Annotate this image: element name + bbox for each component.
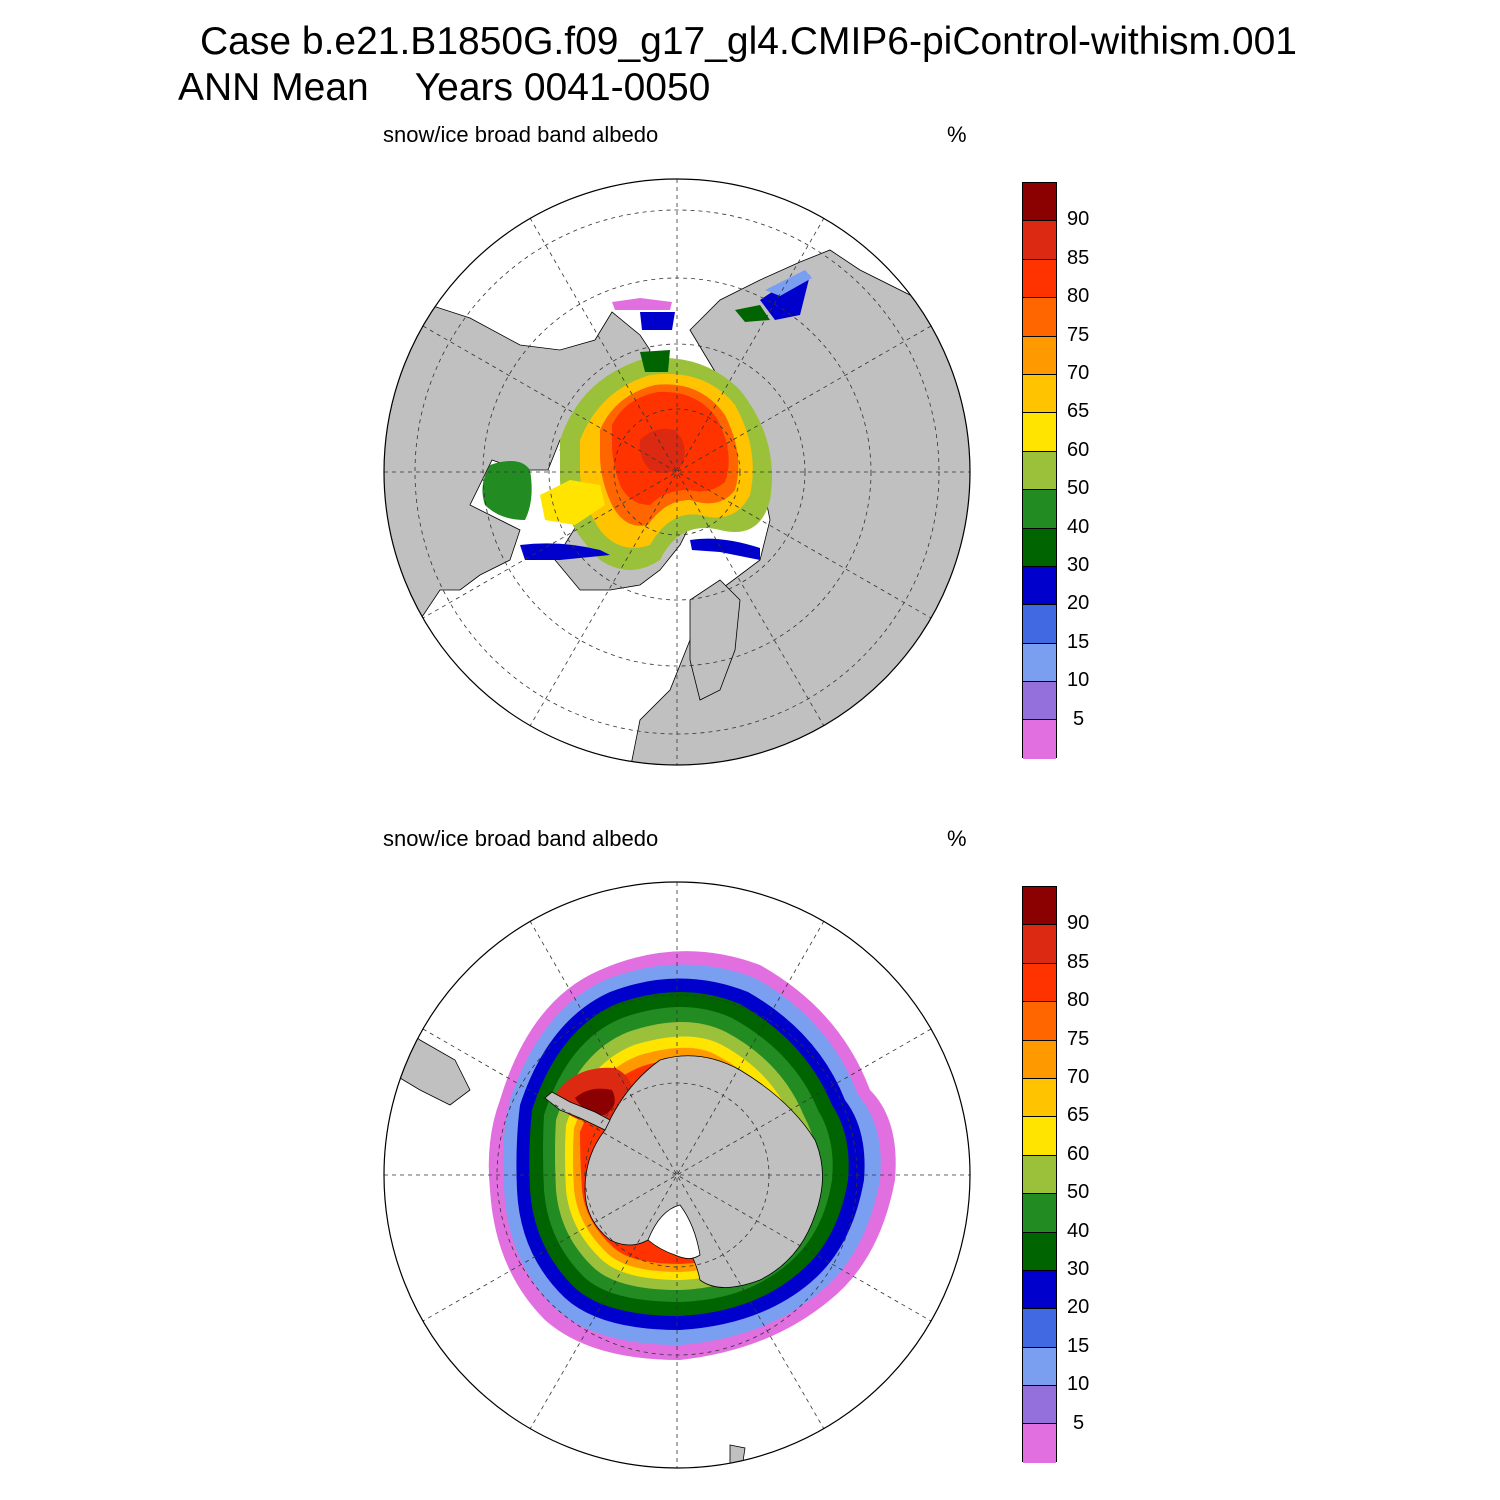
colorbar-label: 60 [1067,1142,1090,1165]
south-panel-title: snow/ice broad band albedo [383,826,659,851]
colorbar-label: 40 [1067,1219,1090,1242]
colorbar-segment [1023,1078,1056,1118]
south-graticule [384,882,970,1468]
colorbar-label: 80 [1067,285,1090,308]
colorbar-label: 30 [1067,554,1090,576]
antarctica-land [584,1055,823,1288]
colorbar-segment [1023,221,1056,260]
colorbar-segment [1023,566,1056,606]
colorbar-label: 20 [1067,1296,1090,1319]
colorbar-segment [1023,1232,1056,1271]
colorbar-segment [1023,682,1056,721]
colorbar-segment [1023,183,1056,222]
north-colorbar [1022,182,1057,759]
colorbar-segment [1023,1424,1056,1463]
north-albedo-field [482,270,812,570]
colorbar-segment [1023,925,1056,964]
colorbar-segment [1023,259,1056,299]
colorbar-segment [1023,720,1056,759]
colorbar-segment [1023,1117,1056,1156]
colorbar-label: 65 [1067,400,1090,423]
colorbar-segment [1023,336,1056,375]
colorbar-segment [1023,963,1056,1003]
scandinavia-land [689,579,741,701]
colorbar-label: 10 [1067,669,1090,692]
north-polar-map [383,178,971,766]
colorbar-segment [1023,413,1056,452]
colorbar-segment [1023,1040,1056,1079]
colorbar-label: 70 [1067,1066,1090,1088]
colorbar-label: 75 [1067,323,1090,346]
colorbar-segment [1023,490,1056,529]
colorbar-segment [1023,1386,1056,1425]
colorbar-segment [1023,451,1056,491]
colorbar-segment [1023,374,1056,414]
years-label: Years 0041-0050 [414,66,711,109]
colorbar-label: 15 [1067,1334,1090,1357]
colorbar-label: 85 [1067,246,1090,269]
colorbar-label: 90 [1067,912,1090,935]
figure-title-case: Case b.e21.B1850G.f09_g17_gl4.CMIP6-piCo… [200,20,1297,63]
colorbar-segment [1023,1155,1056,1195]
colorbar-label: 60 [1067,438,1090,461]
season-label: ANN Mean [178,66,369,109]
colorbar-label: 80 [1067,989,1090,1012]
colorbar-label: 10 [1067,1373,1090,1396]
south-colorbar [1022,886,1057,1463]
colorbar-segment [1023,1270,1056,1310]
colorbar-label: 75 [1067,1027,1090,1050]
colorbar-label: 5 [1073,1411,1085,1434]
colorbar-segment [1023,1347,1056,1387]
ross-ice-shelf [647,1204,701,1259]
south-polar-map [383,881,971,1469]
colorbar-label: 50 [1067,477,1090,500]
colorbar-label: 65 [1067,1104,1090,1127]
colorbar-segment [1023,1309,1056,1348]
colorbar-label: 40 [1067,515,1090,538]
colorbar-segment [1023,643,1056,683]
colorbar-label: 90 [1067,208,1090,231]
colorbar-segment [1023,528,1056,567]
colorbar-segment [1023,1002,1056,1041]
north-panel-title: snow/ice broad band albedo [383,122,659,147]
antarctic-peninsula-land [544,1091,611,1131]
figure-title-period: ANN Mean Years 0041-0050 [178,66,710,110]
south-panel-units: % [947,826,967,851]
colorbar-segment [1023,298,1056,337]
north-panel-units: % [947,122,967,147]
colorbar-label: 50 [1067,1181,1090,1204]
colorbar-segment [1023,1194,1056,1233]
colorbar-label: 70 [1067,362,1090,384]
colorbar-segment [1023,887,1056,926]
colorbar-label: 20 [1067,592,1090,615]
africa-tip-land [729,1444,746,1468]
colorbar-segment [1023,605,1056,644]
north-graticule [384,179,970,765]
colorbar-label: 5 [1073,707,1085,730]
colorbar-label: 30 [1067,1258,1090,1280]
colorbar-label: 85 [1067,950,1090,973]
colorbar-label: 15 [1067,630,1090,653]
